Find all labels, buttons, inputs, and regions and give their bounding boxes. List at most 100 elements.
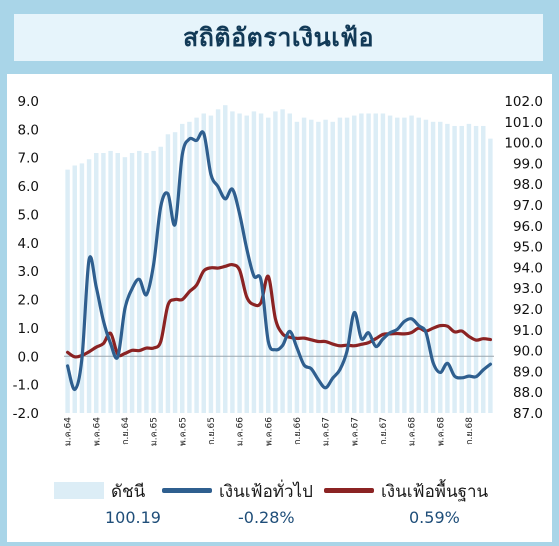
legend-swatch-headline <box>162 488 212 493</box>
headline-inflation-line <box>65 130 493 392</box>
chart-panel: -2.0 -1.0 0.0 1.0 2.0 3.0 4.0 5.0 6.0 7.0 8.0 9.0 87… <box>7 74 552 542</box>
right-axis-tick-label: 94.0 <box>513 260 543 276</box>
x-axis-tick-label: ม.ค.67 <box>322 417 332 446</box>
index-bar <box>423 119 429 413</box>
index-bar <box>430 121 436 414</box>
index-bar <box>151 150 156 414</box>
right-axis-tick-label: 101.0 <box>504 115 543 131</box>
index-bar <box>72 165 77 413</box>
index-bar <box>101 153 106 413</box>
legend-label-headline: เงินเฟ้อทั่วไป <box>219 482 313 502</box>
legend-value-index: 100.19 <box>105 508 161 527</box>
x-axis-tick-label: พ.ค.64 <box>92 417 102 446</box>
index-bar <box>344 117 350 413</box>
index-bar <box>129 153 135 413</box>
right-axis-tick-label: 98.0 <box>513 177 543 193</box>
index-bar <box>488 138 493 413</box>
index-bar <box>244 115 249 413</box>
index-bar <box>301 117 307 413</box>
index-bar <box>473 125 479 414</box>
index-bar <box>280 109 285 413</box>
legend-value-headline: -0.28% <box>238 508 295 527</box>
index-bar <box>380 113 386 414</box>
index-bar <box>115 153 120 413</box>
left-axis-tick-label: 1.0 <box>18 321 39 337</box>
index-bar <box>466 123 472 413</box>
index-bar <box>172 132 178 413</box>
index-bar <box>409 115 414 413</box>
left-axis-tick-label: 2.0 <box>18 293 39 309</box>
x-axis-tick-label: ก.ย.64 <box>121 417 131 445</box>
left-axis-tick-label: -1.0 <box>13 378 39 394</box>
right-axis-tick-label: 96.0 <box>513 219 543 235</box>
index-bar <box>223 105 228 413</box>
legend-label-core: เงินเฟ้อพื้นฐาน <box>381 482 489 502</box>
left-axis-tick-label: 0.0 <box>18 349 39 365</box>
legend-swatch-core <box>324 488 374 493</box>
index-bar <box>287 113 292 414</box>
index-bar <box>323 119 328 413</box>
x-axis-tick-label: พ.ค.67 <box>350 417 360 446</box>
index-bar <box>395 117 400 413</box>
right-axis-tick-label: 87.0 <box>513 406 543 422</box>
index-bar <box>294 121 300 414</box>
index-bar <box>144 153 149 413</box>
x-axis-tick-label: ม.ค.66 <box>236 417 246 446</box>
right-axis-tick-label: 88.0 <box>513 385 543 401</box>
index-bar <box>359 113 364 414</box>
index-bar <box>187 121 192 414</box>
index-bar <box>352 115 357 413</box>
x-axis-tick-label: พ.ค.68 <box>436 417 446 446</box>
index-bar <box>237 113 242 414</box>
left-axis-tick-label: 8.0 <box>18 122 39 138</box>
x-axis-tick-label: ม.ค.68 <box>408 417 418 446</box>
right-axis-tick-label: 92.0 <box>513 302 543 318</box>
index-bar <box>445 123 450 413</box>
right-axis-tick-label: 102.0 <box>504 94 543 110</box>
index-bar <box>366 113 371 414</box>
index-bar <box>201 113 206 414</box>
index-bar <box>387 115 393 413</box>
legend-swatch-index <box>54 482 104 499</box>
index-bar <box>316 121 321 414</box>
x-axis-tick-label: ก.ย.67 <box>379 417 389 445</box>
index-bar <box>402 117 407 413</box>
index-bar <box>158 146 163 413</box>
index-bar <box>79 163 85 413</box>
x-axis-tick-label: ม.ค.64 <box>64 417 74 446</box>
left-axis-tick-label: 9.0 <box>18 94 39 110</box>
right-axis-tick-label: 95.0 <box>513 240 543 256</box>
index-bar <box>416 117 421 413</box>
left-axis-tick-label: 7.0 <box>18 151 39 167</box>
chart-title: สถิติอัตราเงินเฟ้อ <box>14 14 543 61</box>
index-bar <box>230 111 235 414</box>
index-bar <box>215 109 221 413</box>
right-axis-tick-label: 100.0 <box>504 136 543 152</box>
index-bar <box>122 157 128 413</box>
right-axis-tick-label: 97.0 <box>513 198 543 214</box>
index-bar <box>438 121 443 414</box>
x-axis-tick-label: ก.ย.68 <box>465 417 475 445</box>
x-axis-tick-label: ม.ค.65 <box>150 417 160 446</box>
index-bar <box>330 121 335 414</box>
left-axis-tick-label: 3.0 <box>18 264 39 280</box>
index-bar <box>273 111 278 414</box>
right-axis-tick-label: 99.0 <box>513 156 543 172</box>
x-axis-tick-label: พ.ค.65 <box>178 417 188 446</box>
left-axis-tick-label: 5.0 <box>18 207 39 223</box>
left-axis-tick-label: 6.0 <box>18 179 39 195</box>
core-inflation-line <box>65 262 493 359</box>
index-bar <box>373 113 378 414</box>
index-bar <box>481 125 486 414</box>
x-axis-tick-label: ก.ย.66 <box>293 417 303 445</box>
right-axis-tick-label: 90.0 <box>513 344 543 360</box>
index-bar <box>251 111 257 414</box>
left-axis-tick-label: 4.0 <box>18 236 39 252</box>
right-axis-tick-label: 91.0 <box>513 323 543 339</box>
legend-label-index: ดัชนี <box>111 482 146 502</box>
index-bar <box>194 117 199 413</box>
right-axis-tick-label: 89.0 <box>513 364 543 380</box>
x-axis-tick-label: ก.ย.65 <box>207 417 217 445</box>
index-bar <box>266 117 271 413</box>
